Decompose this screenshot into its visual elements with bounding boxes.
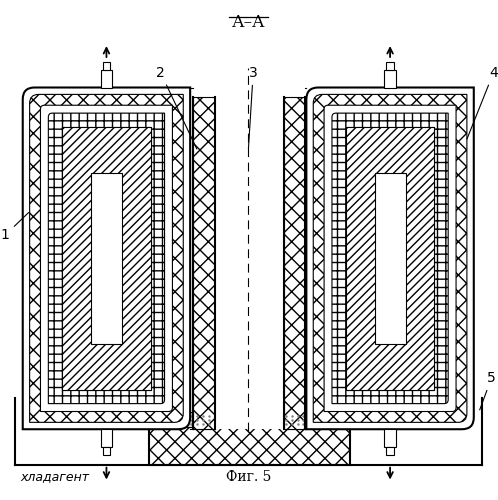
PathPatch shape [332, 113, 448, 404]
Bar [346, 127, 434, 390]
PathPatch shape [313, 94, 467, 422]
Bar [374, 173, 405, 344]
Bar [284, 428, 305, 429]
Text: Фиг. 5: Фиг. 5 [226, 470, 271, 484]
Bar [62, 127, 151, 390]
Text: 1: 1 [0, 212, 28, 242]
Text: хладагент: хладагент [21, 470, 90, 482]
Bar [193, 428, 215, 429]
Text: 5: 5 [480, 371, 496, 410]
PathPatch shape [30, 94, 183, 422]
Text: 2: 2 [156, 66, 197, 149]
Bar [193, 98, 215, 429]
Bar [386, 447, 394, 455]
Bar [346, 127, 434, 390]
Bar [384, 429, 396, 447]
Text: 3: 3 [249, 66, 257, 148]
Bar [215, 98, 284, 429]
Text: 4: 4 [467, 66, 498, 139]
PathPatch shape [48, 113, 164, 404]
PathPatch shape [23, 88, 190, 429]
Bar [103, 447, 111, 455]
Bar [103, 62, 111, 70]
PathPatch shape [324, 105, 456, 412]
Bar [284, 98, 305, 429]
PathPatch shape [306, 88, 474, 429]
Bar [384, 70, 396, 87]
Bar [386, 62, 394, 70]
Bar [101, 70, 113, 87]
Bar [101, 429, 113, 447]
Bar [91, 173, 122, 344]
Text: А–А: А–А [232, 14, 265, 30]
Bar [91, 173, 122, 344]
Bar [62, 127, 151, 390]
Bar [149, 428, 350, 465]
Bar [175, 412, 321, 428]
PathPatch shape [40, 105, 172, 412]
Bar [374, 173, 405, 344]
